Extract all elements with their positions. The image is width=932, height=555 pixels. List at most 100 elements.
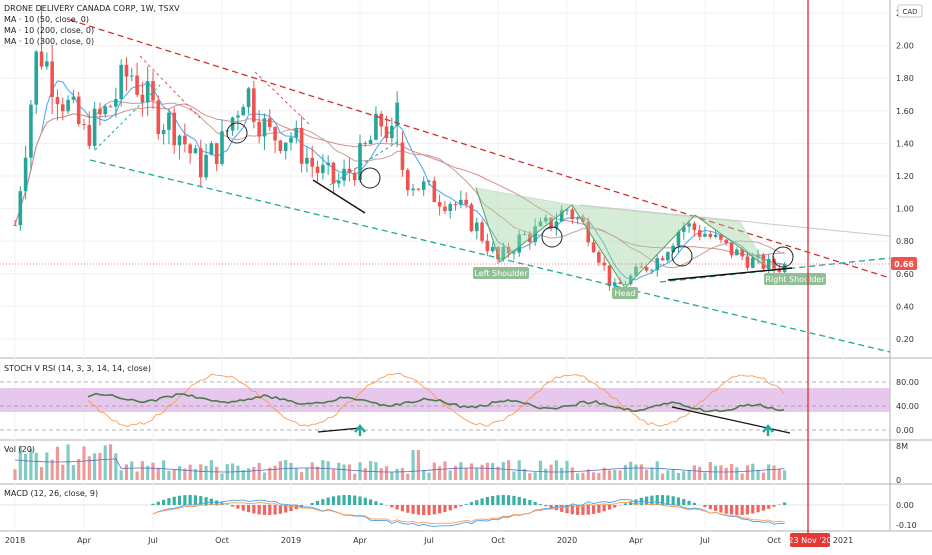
macd-histogram-bar [772,505,775,507]
candle-body [194,148,198,153]
macd-histogram-bar [157,502,160,505]
volume-bar [390,472,393,480]
volume-bar [772,465,775,480]
macd-histogram-bar [358,496,361,505]
volume-bar [258,463,261,480]
macd-histogram-bar [613,505,616,508]
candle-body [491,247,495,251]
macd-histogram-bar [523,498,526,505]
candle-body [82,124,86,125]
macd-label: MACD (12, 26, close, 9) [4,489,98,498]
volume-bar [427,473,430,480]
candle-body [464,200,468,205]
volume-bar [51,460,54,480]
volume-bar [252,467,255,480]
candle-body [459,200,463,205]
volume-bar [157,468,160,480]
volume-bar [35,453,38,480]
candle-body [751,258,755,268]
volume-bar [173,470,176,480]
macd-histogram-bar [380,503,383,505]
macd-histogram-bar [741,505,744,515]
price-tick-label: 1.20 [896,172,914,181]
volume-bar [581,473,584,480]
macd-histogram-bar [677,497,680,505]
macd-histogram-bar [719,505,722,512]
candle-body [730,243,734,255]
candle-body [332,163,336,184]
volume-bar [380,468,383,480]
candle-body [353,173,357,180]
candle-body [210,143,214,155]
candle-body [411,189,415,191]
volume-bar [305,468,308,480]
volume-bar [634,465,637,480]
volume-bar [512,472,515,480]
volume-bar [698,467,701,480]
volume-bar [422,470,425,480]
macd-histogram-bar [465,504,468,505]
macd-histogram-bar [650,496,653,505]
macd-histogram-bar [162,500,165,505]
candle-body [183,136,187,145]
price-tick-label: 0.40 [896,302,914,311]
macd-histogram-bar [151,504,154,505]
macd-histogram-bar [693,503,696,505]
candle-body [661,258,665,260]
time-tick-label: 2019 [281,536,301,545]
time-tick-label: Oct [491,536,505,545]
candle-body [273,127,277,141]
candle-body [746,256,750,267]
volume-bar [624,465,627,480]
candle-body [454,204,458,205]
candle-body [241,107,245,115]
macd-histogram-bar [411,505,414,514]
candle-body [114,99,118,107]
volume-bar [82,446,85,480]
macd-histogram-bar [783,503,786,505]
candle-body [88,125,92,146]
volume-bar [650,468,653,480]
candle-body [178,136,182,146]
candle-body [422,181,426,189]
candle-body [687,223,691,226]
macd-histogram-bar [417,505,420,515]
macd-histogram-bar [236,505,239,509]
candle-body [735,249,739,255]
volume-bar [539,461,542,480]
volume-bar [406,474,409,480]
candle-body [247,88,251,107]
volume-bar [502,462,505,480]
volume-bar [613,470,616,480]
macd-histogram-bar [470,502,473,505]
volume-bar [592,472,595,480]
volume-bar [125,464,128,480]
volume-bar [459,462,462,480]
ma-legend-200: MA · 10 (200, close, 0) [4,26,94,35]
volume-bar [77,459,80,480]
volume-bar [327,461,330,480]
time-tick-label: 2021 [833,536,853,545]
volume-bar [247,468,250,480]
macd-histogram-bar [459,505,462,506]
macd-histogram-bar [348,495,351,505]
volume-bar [475,467,478,480]
volume-bar [719,465,722,480]
macd-histogram-bar [263,505,266,515]
macd-histogram-bar [369,499,372,505]
time-tick-label: 2018 [5,536,25,545]
volume-bar [534,472,537,480]
candle-body [650,270,654,271]
macd-histogram-bar [486,497,489,505]
stoch-tick-label: 0.00 [896,426,914,435]
macd-histogram-bar [592,505,595,514]
candle-body [119,65,123,99]
macd-histogram-bar [672,496,675,505]
candle-body [401,143,405,170]
candle-body [305,158,309,164]
candle-body [268,118,272,127]
candle-body [379,114,383,127]
macd-histogram-bar [337,495,340,505]
